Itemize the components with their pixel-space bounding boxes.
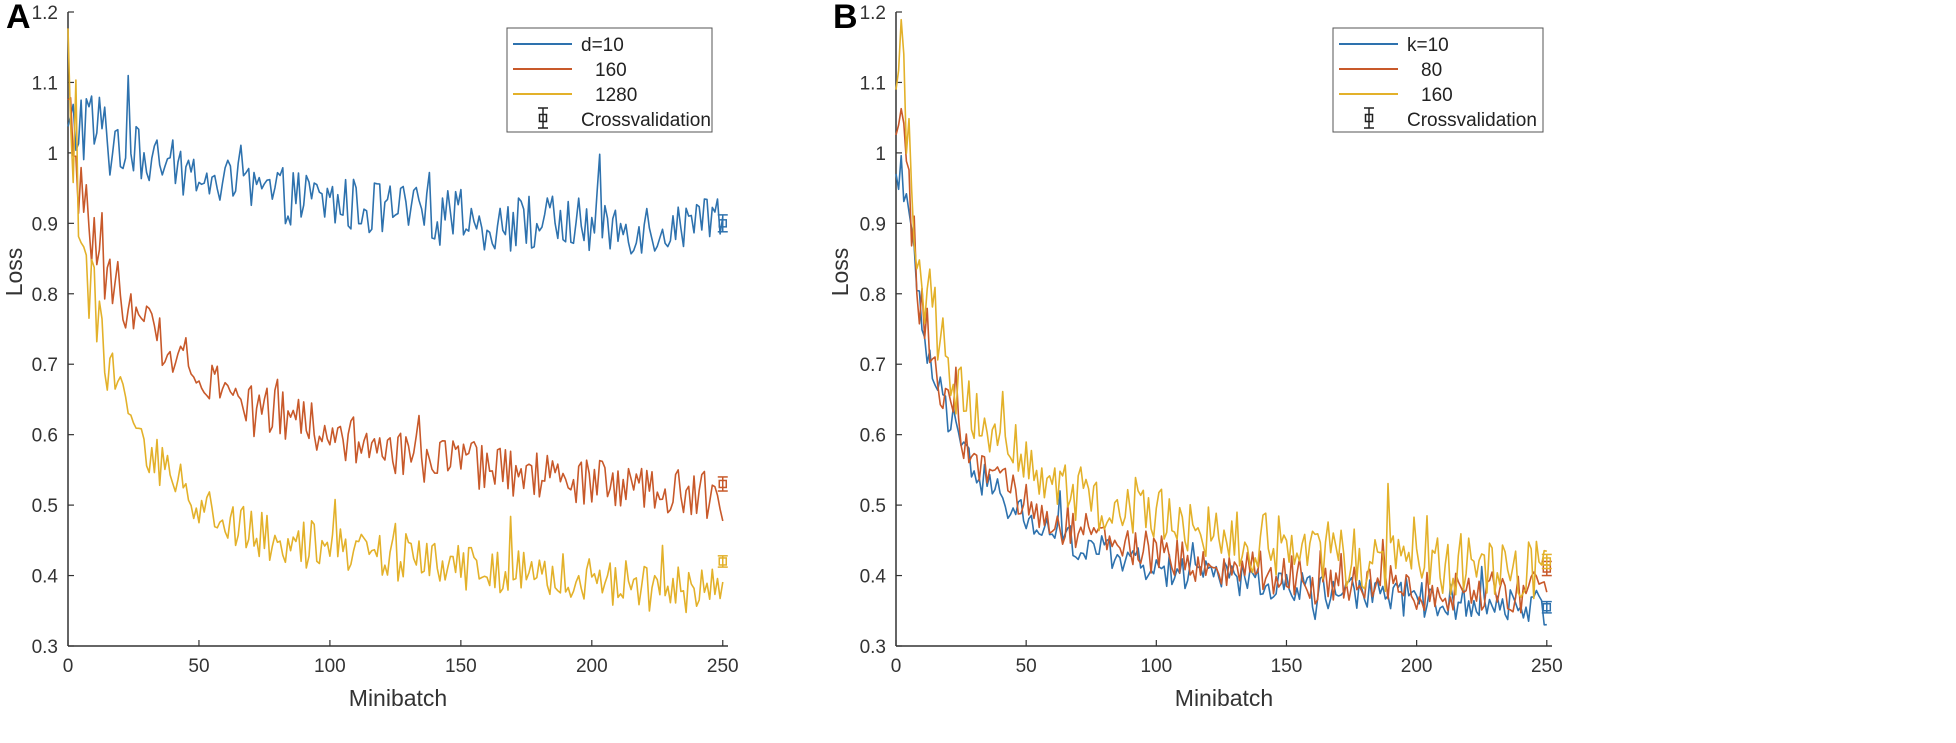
x-tick-label: 150 [445, 656, 477, 677]
panel-b-crossvalidation-markers [1541, 553, 1552, 614]
y-tick-label: 0.5 [860, 496, 886, 517]
y-tick-label: 1 [875, 144, 886, 165]
x-tick-label: 250 [1531, 656, 1563, 677]
series-line-80 [895, 107, 1548, 614]
legend-crossvalidation-marker [538, 107, 548, 129]
x-tick-label: 0 [891, 656, 902, 677]
panel-a-letter: A [6, 0, 31, 36]
x-tick-label: 200 [576, 656, 608, 677]
panel-b-lines [895, 18, 1548, 626]
y-tick-label: 1.1 [860, 73, 886, 94]
y-tick-label: 0.5 [32, 496, 58, 517]
y-tick-label: 1 [47, 144, 58, 165]
panel-a: A 0 50 100 150 200 250 0.3 0.4 0.5 0.6 0.7 0.8 0.9 1 1… [1, 0, 739, 711]
crossvalidation-marker [1541, 600, 1552, 614]
series-line-k10 [895, 154, 1547, 626]
x-tick-label: 50 [188, 656, 209, 677]
legend-label-80: 80 [1421, 60, 1442, 81]
x-tick-label: 200 [1401, 656, 1433, 677]
y-tick-label: 0.9 [860, 214, 886, 235]
legend-label-1280: 1280 [595, 85, 637, 106]
legend-label-d10: d=10 [581, 35, 624, 56]
series-line-160 [895, 18, 1547, 600]
panel-b-legend: k=10 80 160 Crossvalidation [1332, 27, 1544, 133]
legend-label-crossvalidation-b: Crossvalidation [1407, 110, 1537, 131]
crossvalidation-marker [717, 476, 728, 492]
panel-b-x-axis-label: Minibatch [1175, 685, 1273, 711]
y-tick-label: 1.2 [32, 3, 58, 24]
x-tick-label: 50 [1016, 656, 1037, 677]
y-tick-label: 0.9 [32, 214, 58, 235]
panel-b-y-axis-label: Loss [827, 248, 853, 297]
y-tick-label: 0.3 [860, 637, 886, 658]
crossvalidation-marker [1541, 553, 1552, 570]
y-tick-label: 0.4 [32, 567, 59, 588]
y-tick-label: 1.2 [860, 3, 886, 24]
panel-a-lines [67, 28, 724, 614]
panel-a-x-axis-label: Minibatch [349, 685, 447, 711]
x-tick-label: 150 [1271, 656, 1303, 677]
y-tick-label: 0.8 [32, 285, 58, 306]
x-tick-label: 100 [314, 656, 346, 677]
series-line-160 [67, 97, 724, 522]
series-line-d10 [67, 74, 724, 255]
panel-a-y-axis-label: Loss [1, 248, 27, 297]
y-tick-label: 1.1 [32, 73, 58, 94]
panel-a-axes: 0 50 100 150 200 250 0.3 0.4 0.5 0.6 0.7 0.8 0.9 1 1.1… [32, 3, 739, 677]
x-tick-label: 250 [707, 656, 739, 677]
panel-b-letter: B [833, 0, 858, 36]
y-tick-label: 0.6 [32, 426, 58, 447]
y-tick-label: 0.7 [32, 355, 58, 376]
legend-label-160: 160 [595, 60, 627, 81]
legend-label-160-b: 160 [1421, 85, 1453, 106]
panel-a-crossvalidation-markers [717, 214, 728, 568]
y-tick-label: 0.8 [860, 285, 886, 306]
series-line-1280 [67, 28, 724, 614]
crossvalidation-marker [717, 555, 728, 568]
y-tick-label: 0.6 [860, 426, 886, 447]
y-tick-label: 0.3 [32, 637, 58, 658]
y-tick-label: 0.4 [860, 567, 887, 588]
panel-b-axes: 0 50 100 150 200 250 0.3 0.4 0.5 0.6 0.7 0.8 0.9 1 1.1… [860, 3, 1563, 677]
y-tick-label: 0.7 [860, 355, 886, 376]
x-tick-label: 100 [1140, 656, 1172, 677]
legend-crossvalidation-marker-b [1364, 107, 1374, 129]
panel-b: B 0 50 100 150 200 250 0.3 0.4 0.5 0.6 0.7 0.8 0.9 1 1… [827, 0, 1563, 711]
x-tick-label: 0 [63, 656, 74, 677]
crossvalidation-marker [717, 214, 728, 233]
legend-label-k10: k=10 [1407, 35, 1449, 56]
legend-label-crossvalidation: Crossvalidation [581, 110, 711, 131]
panel-a-legend: d=10 160 1280 Crossvalidation [506, 27, 713, 133]
